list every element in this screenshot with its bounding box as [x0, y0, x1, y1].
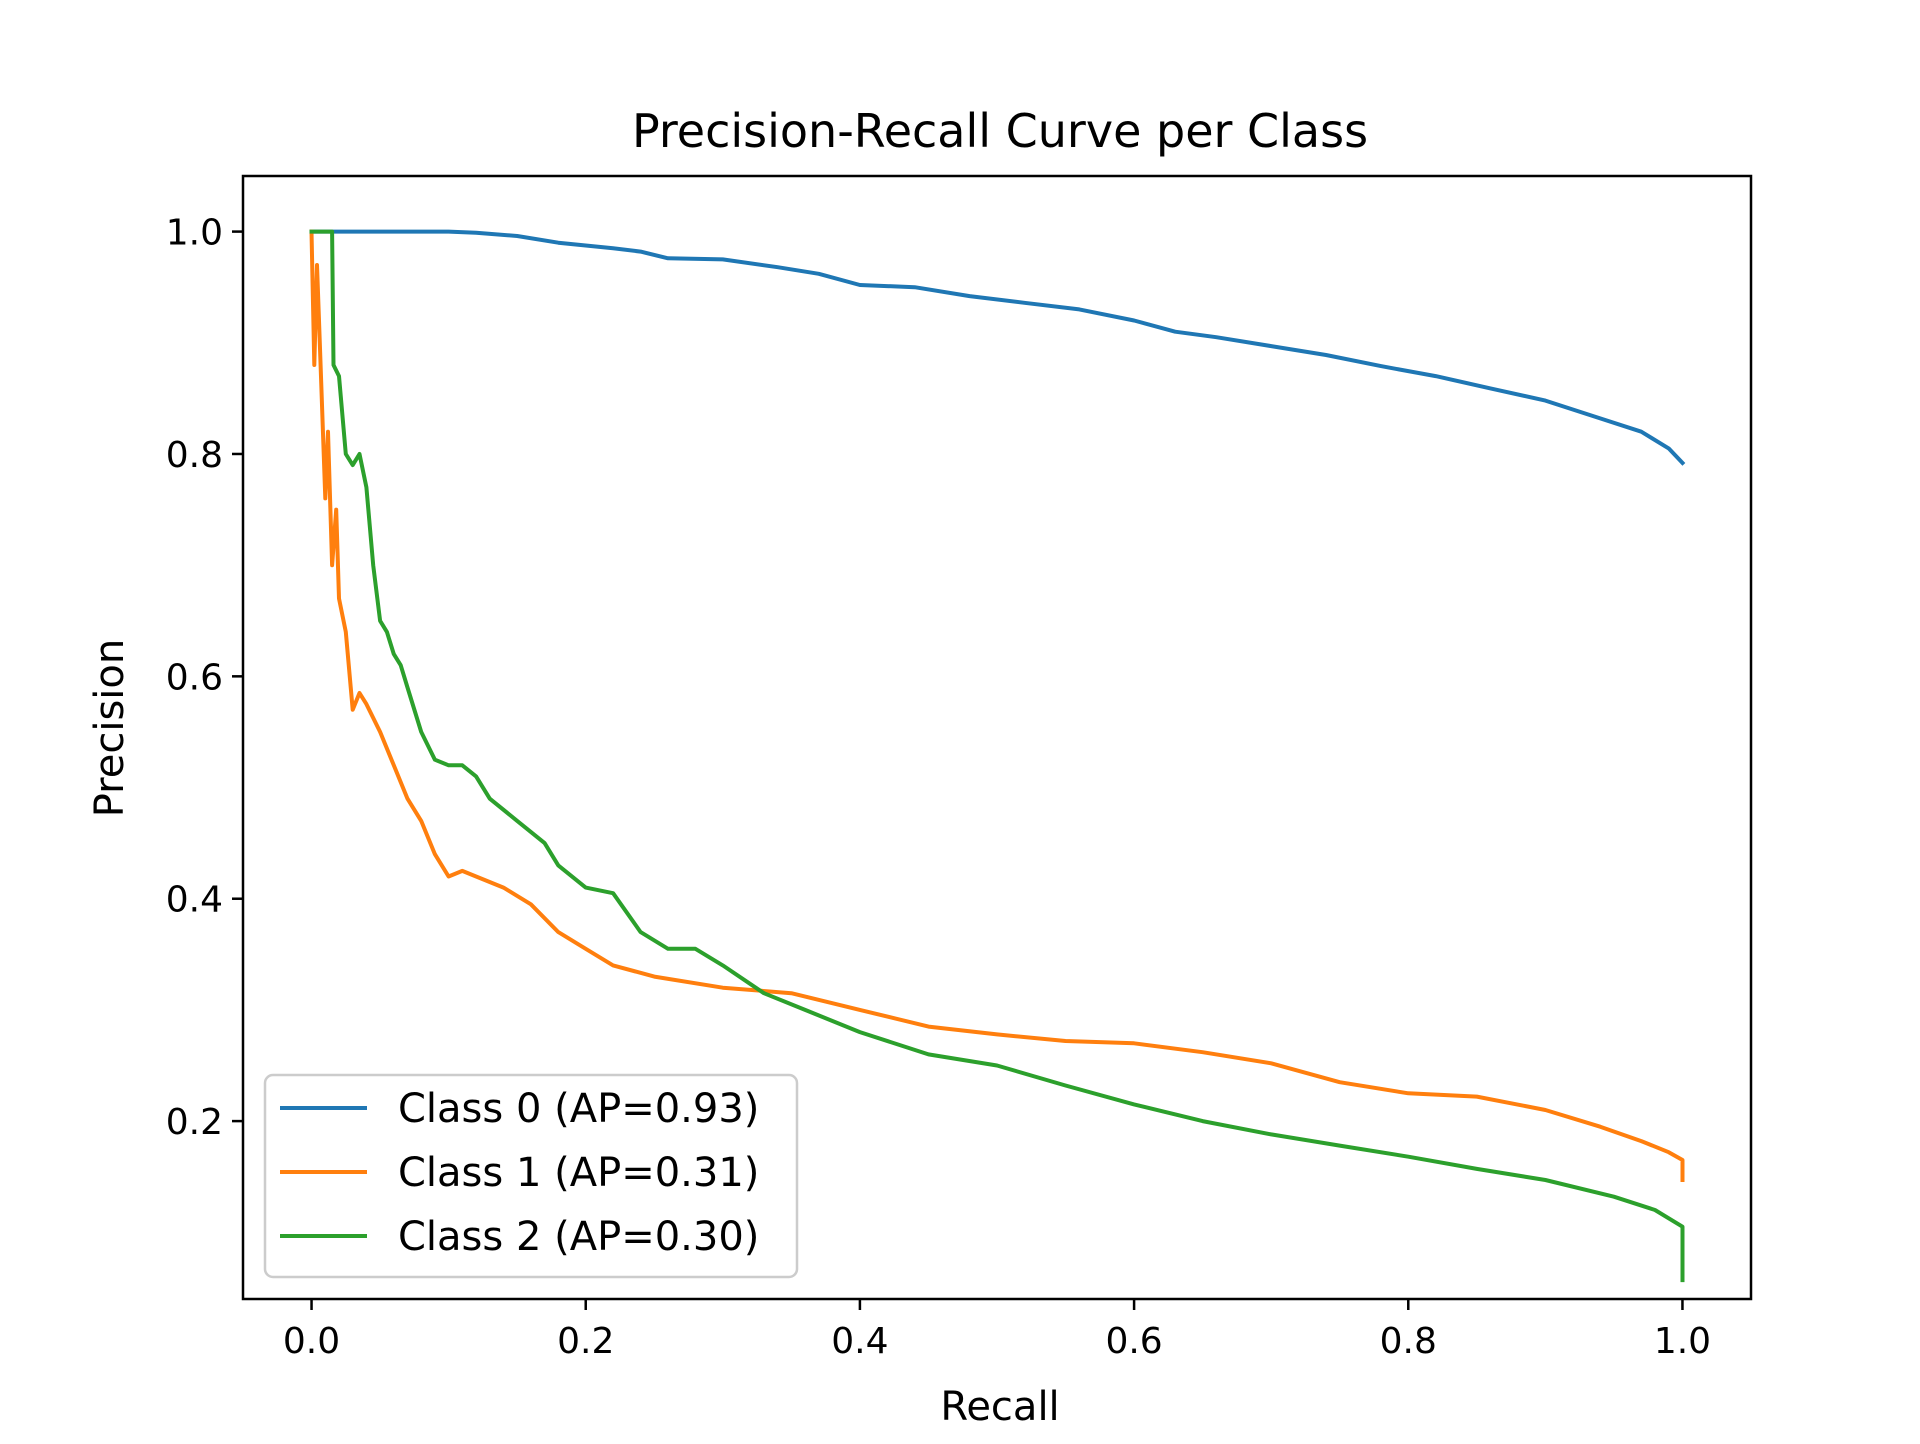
y-tick-label: 0.6 [166, 657, 223, 698]
series-line-class-0 [309, 229, 1686, 466]
plot-series [309, 229, 1686, 1283]
x-tick-label: 0.2 [557, 1321, 614, 1362]
x-ticks: 0.0 0.2 0.4 0.6 0.8 1.0 [283, 1299, 1711, 1362]
legend: Class 0 (AP=0.93) Class 1 (AP=0.31) Class … [263, 1073, 799, 1279]
legend-label-class-2: Class 2 (AP=0.30) [398, 1214, 759, 1260]
y-tick-label: 0.8 [166, 435, 223, 476]
x-tick-label: 0.8 [1380, 1321, 1437, 1362]
y-tick-label: 0.4 [166, 880, 223, 921]
plot-frame [241, 174, 1753, 1301]
legend-label-class-1: Class 1 (AP=0.31) [398, 1150, 759, 1196]
y-axis-label: Precision [87, 639, 133, 817]
x-tick-label: 0.4 [831, 1321, 888, 1362]
legend-items: Class 0 (AP=0.93) Class 1 (AP=0.31) Class … [280, 1086, 759, 1260]
series-line-class-1 [309, 229, 1685, 1182]
y-ticks: 0.2 0.4 0.6 0.8 1.0 [166, 213, 243, 1143]
x-tick-label: 0.6 [1105, 1321, 1162, 1362]
legend-box [263, 1073, 799, 1279]
chart-title: Precision-Recall Curve per Class [632, 104, 1368, 158]
x-axis-label: Recall [940, 1384, 1059, 1430]
series-line-class-2 [309, 229, 1685, 1283]
x-tick-label: 1.0 [1654, 1321, 1711, 1362]
y-tick-label: 1.0 [166, 213, 223, 254]
legend-label-class-0: Class 0 (AP=0.93) [398, 1086, 759, 1132]
x-tick-label: 0.0 [283, 1321, 340, 1362]
y-tick-label: 0.2 [166, 1102, 223, 1143]
